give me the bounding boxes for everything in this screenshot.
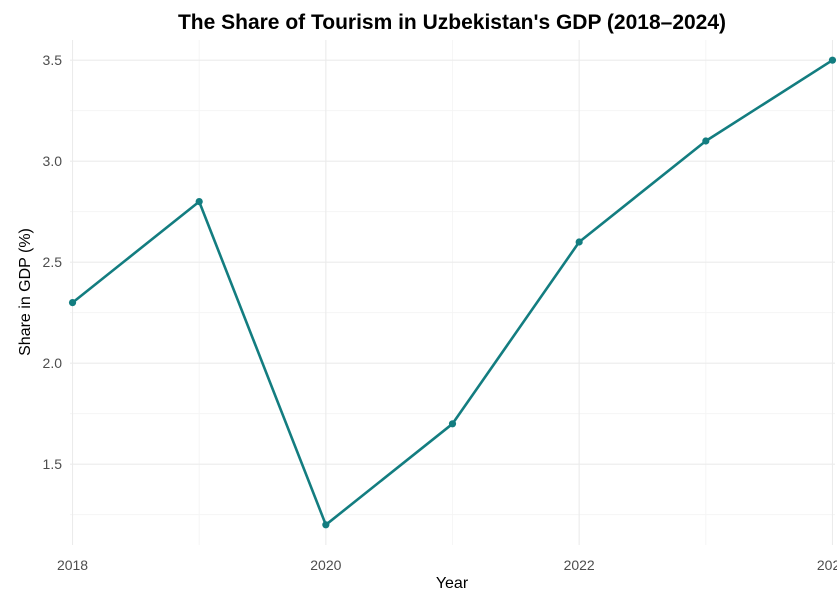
series-layer bbox=[68, 56, 837, 529]
y-tick-label: 2.5 bbox=[43, 254, 63, 270]
data-point bbox=[322, 521, 330, 529]
x-tick-label: 2022 bbox=[564, 557, 595, 573]
y-tick-label: 3.0 bbox=[43, 153, 63, 169]
axes: 1.5 2.0 2.5 3.0 3.5 2018 2020 2022 2024 bbox=[43, 52, 837, 573]
data-point bbox=[68, 299, 77, 307]
x-tick-label: 2024 bbox=[817, 557, 837, 573]
data-point bbox=[702, 137, 710, 145]
x-axis-title: Year bbox=[436, 575, 469, 592]
data-point bbox=[448, 420, 457, 428]
y-tick-label: 2.0 bbox=[43, 355, 63, 371]
y-tick-label: 1.5 bbox=[43, 456, 63, 472]
chart-title: The Share of Tourism in Uzbekistan's GDP… bbox=[178, 11, 726, 34]
y-tick-label: 3.5 bbox=[43, 52, 63, 68]
grid bbox=[70, 40, 835, 545]
y-axis-title: Share in GDP (%) bbox=[17, 228, 34, 356]
data-point bbox=[828, 56, 837, 64]
data-point bbox=[195, 198, 203, 206]
data-point bbox=[575, 238, 583, 246]
x-tick-label: 2020 bbox=[310, 557, 341, 573]
x-tick-label: 2018 bbox=[57, 557, 88, 573]
